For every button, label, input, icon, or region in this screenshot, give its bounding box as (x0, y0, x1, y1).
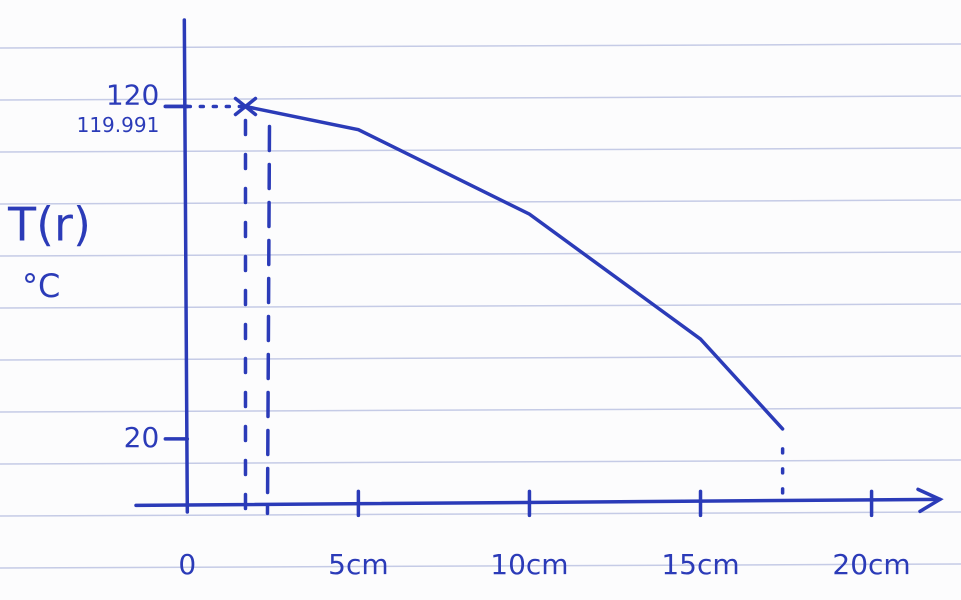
paper-rule (0, 563, 961, 569)
start-marker (233, 96, 258, 117)
x-axis (134, 497, 942, 508)
paper-rule (0, 355, 961, 361)
y-tick-label: 20 (124, 421, 160, 454)
guide-dashed (265, 124, 272, 516)
y-tick-label: 120 (106, 78, 159, 111)
paper-rule (0, 147, 961, 153)
x-tick-label: 10cm (490, 548, 568, 581)
paper-rule (0, 303, 961, 309)
paper-rule (0, 95, 961, 101)
y-axis-unit: °C (22, 267, 60, 305)
x-tick-label: 0 (178, 548, 196, 581)
paper-rule (0, 511, 961, 517)
y-axis (182, 18, 190, 514)
paper-rule (0, 43, 961, 49)
temperature-curve (243, 104, 785, 431)
y-axis-label: T(r) (7, 198, 91, 252)
paper-rule (0, 407, 961, 413)
paper-rule (0, 251, 961, 257)
paper-rule (0, 199, 961, 205)
x-axis-arrow (916, 487, 944, 514)
x-tick-label: 15cm (661, 548, 739, 581)
x-tick-label: 5cm (328, 548, 388, 581)
x-tick-label: 20cm (832, 548, 910, 581)
paper-rules (0, 43, 961, 569)
y-tick-label: 119.991 (77, 113, 160, 137)
paper-rule (0, 459, 961, 465)
